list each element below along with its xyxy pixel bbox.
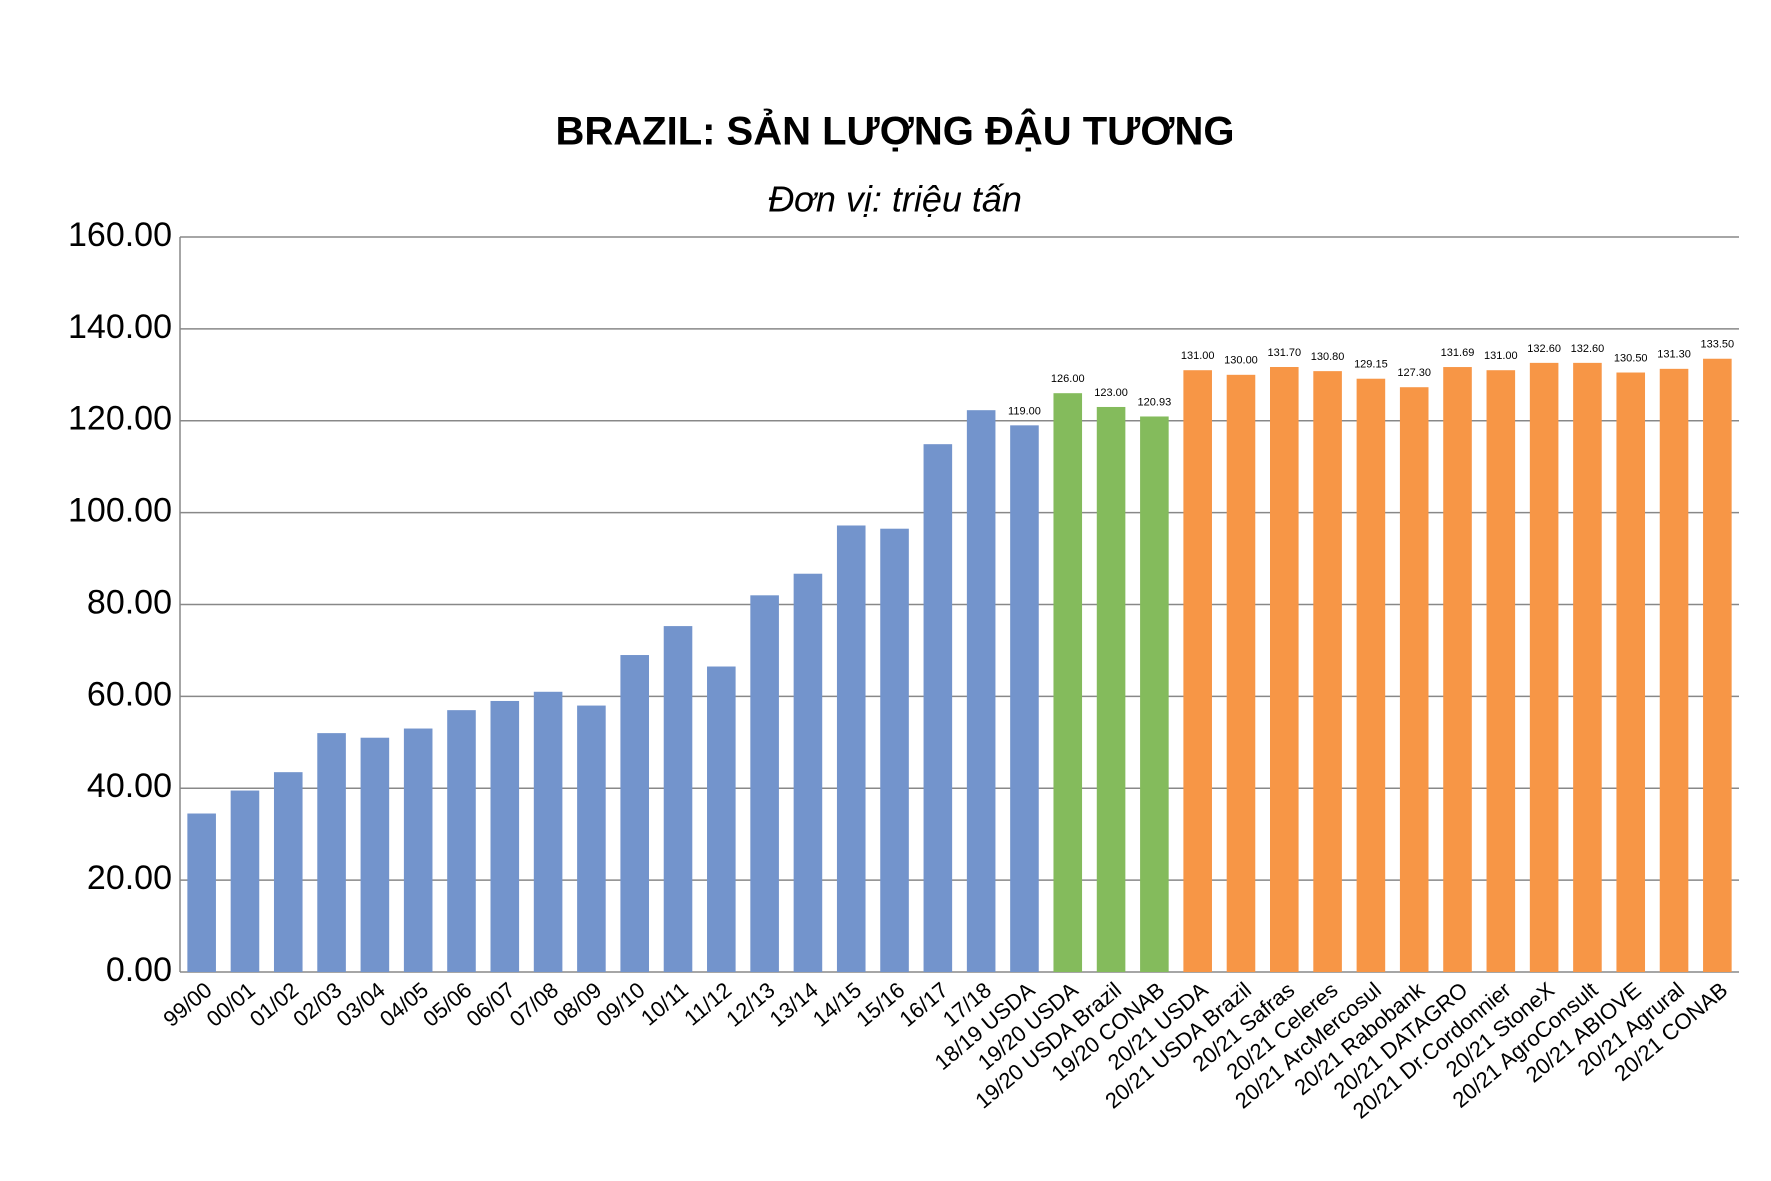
- y-tick-label: 0.00: [106, 951, 172, 989]
- bar: [880, 528, 909, 972]
- x-tick-label: 04/05: [375, 977, 433, 1032]
- data-label: 130.50: [1614, 352, 1648, 364]
- bar: [1703, 358, 1732, 972]
- data-label: 126.00: [1051, 373, 1085, 385]
- bar: [1573, 362, 1602, 972]
- x-tick-label: 06/07: [461, 977, 519, 1032]
- data-label: 123.00: [1094, 387, 1128, 399]
- y-tick-label: 140.00: [68, 308, 172, 346]
- bar: [447, 710, 476, 972]
- bar: [1356, 378, 1386, 973]
- bar: [577, 705, 606, 972]
- x-tick-label: 01/02: [245, 977, 303, 1032]
- data-label: 131.69: [1441, 347, 1475, 359]
- chart-subtitle: Đơn vị: triệu tấn: [768, 179, 1022, 220]
- bar: [1053, 393, 1083, 972]
- x-tick-label: 07/08: [505, 977, 563, 1032]
- data-label: 127.30: [1397, 367, 1431, 379]
- bar: [923, 444, 953, 973]
- bar: [1616, 372, 1646, 972]
- x-tick-label: 13/14: [765, 977, 823, 1032]
- data-label: 120.93: [1138, 396, 1172, 408]
- bar: [1096, 406, 1126, 972]
- bar: [1270, 367, 1299, 972]
- data-label: 130.80: [1311, 351, 1345, 363]
- x-tick-label: 16/17: [895, 977, 953, 1032]
- bar: [317, 733, 346, 972]
- bar: [187, 813, 216, 972]
- bar: [533, 691, 563, 972]
- bar: [836, 525, 866, 972]
- y-tick-label: 60.00: [87, 675, 172, 713]
- data-label: 130.00: [1224, 355, 1258, 367]
- y-tick-label: 20.00: [87, 859, 172, 897]
- bar: [750, 595, 779, 972]
- x-tick-label: 08/09: [548, 977, 606, 1032]
- x-tick-label: 09/10: [591, 977, 649, 1032]
- y-tick-label: 160.00: [68, 216, 172, 254]
- y-tick-label: 80.00: [87, 583, 172, 621]
- bar: [793, 573, 823, 972]
- bar: [707, 666, 736, 972]
- bar: [1226, 374, 1256, 972]
- chart-title: BRAZIL: SẢN LƯỢNG ĐẬU TƯƠNG: [555, 108, 1234, 154]
- bar: [1486, 370, 1516, 972]
- x-tick-label: 15/16: [851, 977, 909, 1032]
- y-tick-label: 120.00: [68, 400, 172, 438]
- data-label: 131.70: [1267, 347, 1301, 359]
- data-label: 132.60: [1527, 343, 1561, 355]
- bar: [1313, 371, 1342, 972]
- x-tick-label: 12/13: [721, 977, 779, 1032]
- x-tick-label: 11/12: [679, 977, 736, 1030]
- bar: [273, 772, 303, 972]
- x-tick-label: 14/15: [808, 977, 866, 1032]
- bar: [1443, 367, 1472, 972]
- bar: [1529, 362, 1559, 972]
- data-label: 131.00: [1181, 350, 1215, 362]
- x-tick-label: 02/03: [288, 977, 346, 1032]
- bar: [230, 790, 260, 972]
- bar: [620, 655, 649, 972]
- data-label: 131.00: [1484, 350, 1518, 362]
- bar: [663, 626, 693, 972]
- x-tick-label: 00/01: [202, 977, 260, 1032]
- bar: [490, 700, 520, 972]
- data-label: 133.50: [1701, 339, 1735, 351]
- bar: [360, 737, 390, 972]
- bar: [1659, 368, 1689, 972]
- data-label: 132.60: [1571, 343, 1605, 355]
- bar: [1140, 416, 1169, 973]
- x-tick-label: 03/04: [332, 977, 390, 1032]
- data-label: 119.00: [1008, 405, 1041, 417]
- y-tick-label: 40.00: [87, 767, 172, 805]
- bar: [966, 410, 996, 972]
- bar: [1183, 370, 1212, 972]
- data-label: 131.30: [1657, 349, 1691, 361]
- x-tick-label: 05/06: [418, 977, 476, 1032]
- data-label: 129.15: [1354, 359, 1388, 371]
- y-tick-label: 100.00: [68, 492, 172, 530]
- bar: [1399, 387, 1429, 972]
- bar: [1010, 425, 1039, 972]
- bar: [403, 728, 433, 972]
- x-tick-label: 10/11: [636, 977, 693, 1030]
